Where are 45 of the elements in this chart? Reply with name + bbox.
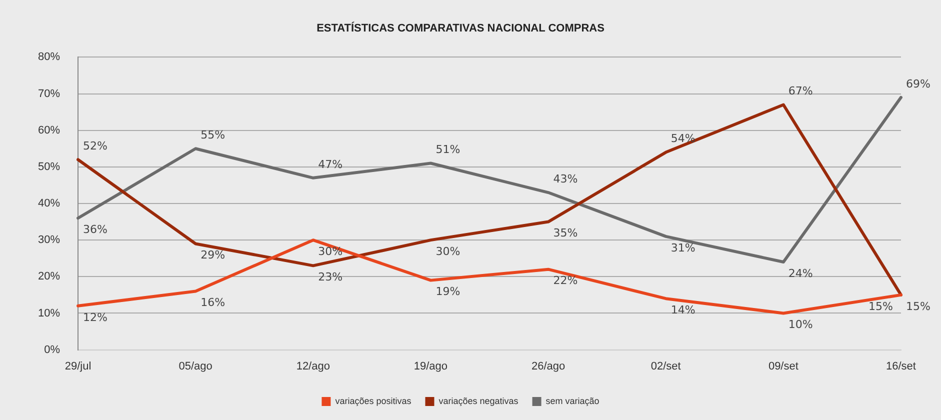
x-tick-label: 02/set	[650, 360, 681, 372]
data-label: 14%	[670, 303, 696, 316]
data-label: 10%	[788, 318, 813, 332]
data-label: 19%	[436, 285, 460, 298]
data-label: 36%	[83, 222, 108, 236]
data-label: 69%	[906, 77, 930, 90]
x-tick-label: 19/ago	[414, 360, 448, 372]
y-tick-label: 40%	[38, 198, 60, 210]
data-label: 47%	[318, 158, 343, 171]
data-label: 54%	[670, 132, 696, 146]
legend-label: variações negativas	[438, 396, 519, 406]
x-tick-label: 29/jul	[64, 360, 92, 372]
data-label: 24%	[788, 266, 813, 280]
x-tick-label: 16/set	[886, 360, 916, 372]
y-tick-label: 60%	[38, 124, 60, 136]
data-label: 51%	[436, 143, 460, 156]
data-label: 23%	[318, 270, 343, 284]
x-tick-label: 09/set	[768, 360, 798, 372]
data-label: 31%	[670, 241, 696, 254]
x-tick-label: 26/ago	[531, 360, 566, 372]
data-label: 15%	[868, 300, 894, 313]
data-label: 16%	[200, 296, 226, 310]
data-label: 30%	[436, 244, 460, 258]
data-label: 29%	[200, 248, 226, 262]
x-tick-label: 05/ago	[178, 360, 212, 372]
y-tick-label: 80%	[38, 51, 60, 64]
data-label: 43%	[553, 172, 578, 186]
data-label: 55%	[200, 128, 226, 142]
y-tick-label: 70%	[38, 88, 60, 100]
data-label: 35%	[553, 226, 578, 240]
data-label: 15%	[906, 300, 930, 313]
data-label: 22%	[553, 274, 578, 288]
data-label: 52%	[83, 139, 108, 152]
x-tick-label: 12/ago	[296, 360, 330, 372]
y-tick-label: 50%	[38, 160, 60, 173]
y-tick-label: 20%	[38, 270, 60, 283]
chart-title: ESTATÍSTICAS COMPARATIVAS NACIONAL COMPRAS	[316, 22, 604, 35]
legend-label: variações positivas	[335, 396, 412, 406]
data-label: 30%	[318, 244, 343, 258]
y-tick-label: 0%	[44, 344, 60, 356]
data-label: 67%	[788, 84, 813, 98]
legend-label: sem variação	[546, 396, 600, 406]
y-tick-label: 30%	[38, 234, 60, 246]
y-tick-label: 10%	[38, 307, 60, 320]
data-label: 12%	[83, 310, 108, 324]
